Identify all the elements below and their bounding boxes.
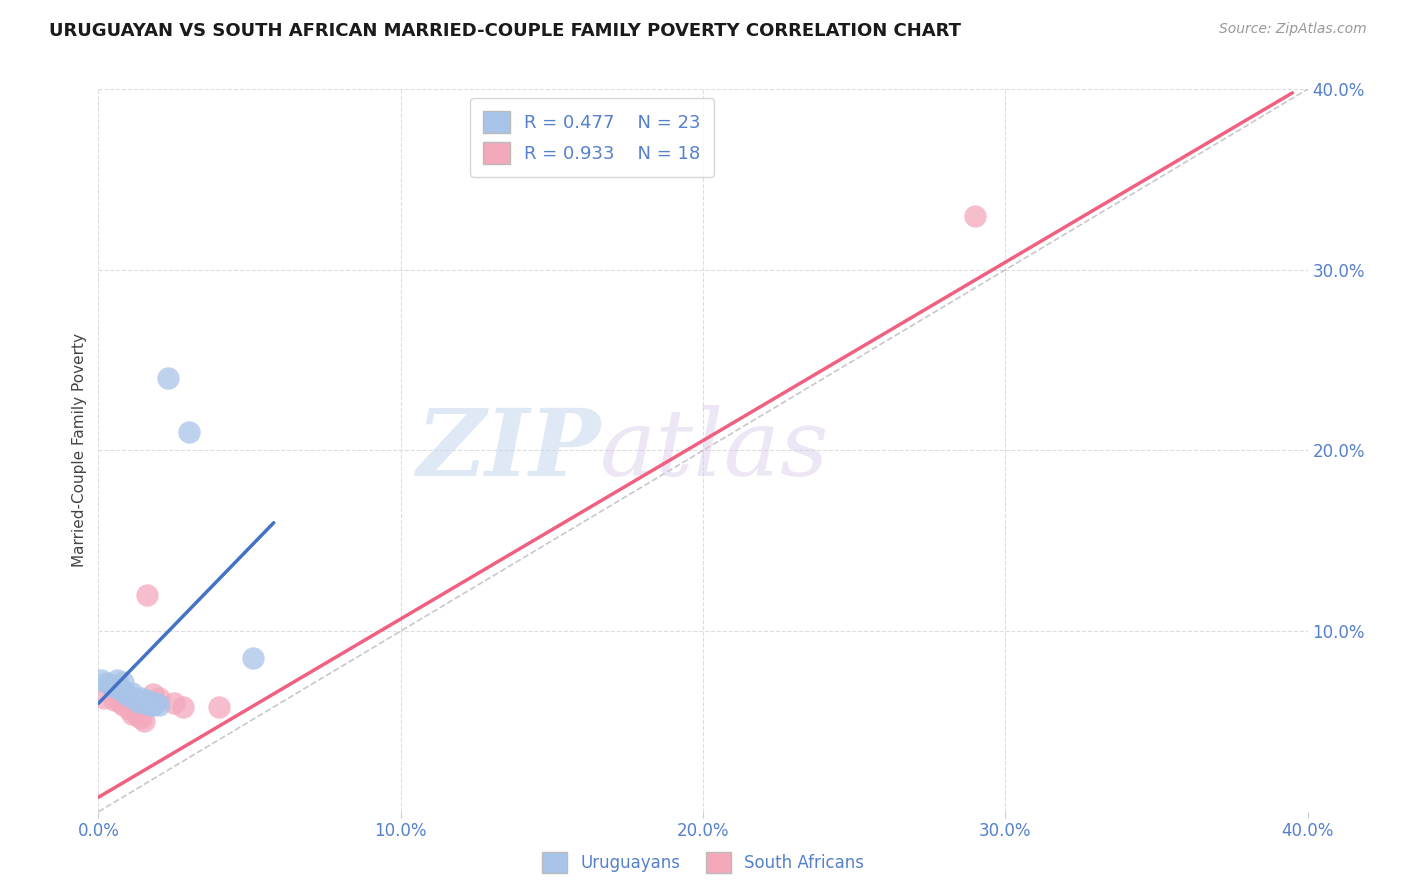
Point — [127, 709, 149, 723]
Point — [90, 673, 112, 687]
Point — [142, 698, 165, 713]
Point — [124, 690, 146, 705]
Point — [179, 425, 201, 440]
Point — [124, 706, 146, 720]
Point — [129, 711, 152, 725]
Point — [118, 702, 141, 716]
Point — [96, 676, 118, 690]
Point — [108, 681, 131, 696]
Point — [142, 687, 165, 701]
Point — [114, 687, 136, 701]
Point — [156, 371, 179, 385]
Point — [127, 694, 149, 708]
Point — [100, 678, 122, 692]
Point — [172, 700, 194, 714]
Point — [108, 694, 131, 708]
Text: ZIP: ZIP — [416, 406, 600, 495]
Point — [148, 690, 170, 705]
Point — [135, 588, 157, 602]
Point — [103, 692, 125, 706]
Text: atlas: atlas — [600, 406, 830, 495]
Point — [111, 683, 134, 698]
Text: Source: ZipAtlas.com: Source: ZipAtlas.com — [1219, 22, 1367, 37]
Point — [965, 209, 987, 223]
Point — [118, 689, 141, 703]
Point — [132, 697, 155, 711]
Point — [208, 700, 231, 714]
Legend: Uruguayans, South Africans: Uruguayans, South Africans — [536, 846, 870, 880]
Point — [135, 692, 157, 706]
Point — [132, 714, 155, 729]
Point — [111, 698, 134, 713]
Point — [111, 674, 134, 689]
Point — [114, 697, 136, 711]
Legend: R = 0.477    N = 23, R = 0.933    N = 18: R = 0.477 N = 23, R = 0.933 N = 18 — [470, 98, 713, 177]
Text: URUGUAYAN VS SOUTH AFRICAN MARRIED-COUPLE FAMILY POVERTY CORRELATION CHART: URUGUAYAN VS SOUTH AFRICAN MARRIED-COUPL… — [49, 22, 962, 40]
Point — [148, 698, 170, 713]
Y-axis label: Married-Couple Family Poverty: Married-Couple Family Poverty — [72, 334, 87, 567]
Point — [121, 707, 143, 722]
Point — [145, 697, 167, 711]
Point — [103, 680, 125, 694]
Point — [129, 690, 152, 705]
Point — [242, 651, 264, 665]
Point — [139, 698, 162, 713]
Point — [121, 685, 143, 699]
Point — [163, 697, 186, 711]
Point — [105, 673, 128, 687]
Point — [93, 690, 115, 705]
